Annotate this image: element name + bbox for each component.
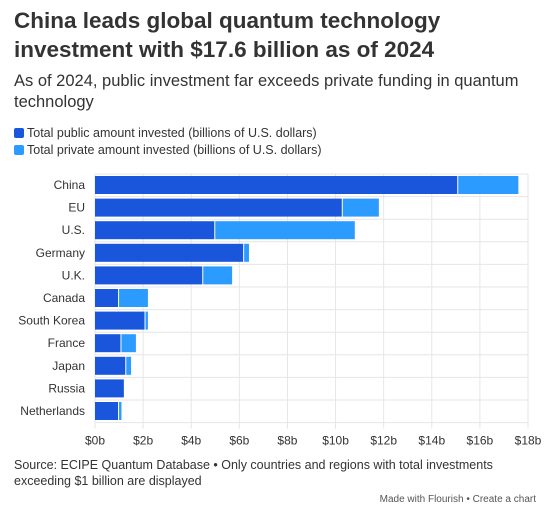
bar-private — [203, 266, 233, 285]
legend-swatch-private — [14, 144, 24, 155]
category-label: South Korea — [18, 314, 85, 328]
x-tick-label: $18b — [515, 434, 542, 448]
category-label: U.K. — [62, 268, 85, 282]
legend-swatch-public — [14, 127, 24, 138]
bar-public — [95, 266, 203, 285]
x-tick-label: $4b — [181, 434, 201, 448]
bar-public — [95, 289, 119, 307]
bar-public — [95, 356, 126, 375]
bar-public — [95, 176, 458, 194]
flourish-credit: Made with Flourish • Create a chart — [380, 494, 536, 505]
legend-item-private: Total private amount invested (billions … — [14, 141, 322, 158]
x-tick-label: $12b — [370, 434, 397, 448]
x-tick-label: $2b — [133, 434, 153, 448]
legend-label-private: Total private amount invested (billions … — [27, 142, 322, 157]
x-tick-label: $16b — [467, 434, 494, 448]
category-label: China — [54, 178, 86, 192]
bar-public — [95, 221, 215, 240]
x-tick-label: $10b — [322, 434, 349, 448]
bar-private — [119, 402, 122, 420]
create-chart-link[interactable]: Create a chart — [472, 494, 536, 505]
legend-label-public: Total public amount invested (billions o… — [27, 125, 317, 140]
bar-private — [145, 311, 148, 330]
category-label: U.S. — [62, 223, 85, 237]
credit-separator: • — [466, 494, 470, 505]
bar-public — [95, 243, 244, 262]
category-label: Japan — [52, 359, 85, 373]
bar-private — [119, 289, 148, 307]
category-label: EU — [68, 201, 85, 215]
made-with-flourish-link[interactable]: Made with Flourish — [379, 494, 464, 505]
bar-private — [244, 243, 249, 262]
bar-public — [95, 311, 145, 330]
legend-item-public: Total public amount invested (billions o… — [14, 124, 322, 141]
chart-legend: Total public amount invested (billions o… — [14, 124, 322, 158]
x-tick-label: $8b — [277, 434, 297, 448]
bar-public — [95, 379, 124, 398]
bar-public — [95, 198, 342, 217]
stacked-bar-chart: $0b $2b $4b $6b $8b $10b $12b $14b $16b $18b China… — [18, 173, 542, 448]
category-label: Russia — [48, 381, 85, 395]
x-tick-label: $6b — [229, 434, 249, 448]
source-note: Source: ECIPE Quantum Database • Only co… — [14, 458, 493, 488]
category-label: France — [48, 336, 86, 350]
category-label: Germany — [36, 246, 85, 260]
x-tick-label: $14b — [418, 434, 445, 448]
bar-private — [121, 334, 136, 353]
bar-private — [215, 221, 355, 240]
category-label: Netherlands — [20, 404, 85, 418]
bar-private — [342, 198, 379, 217]
chart-subtitle: As of 2024, public investment far exceed… — [14, 72, 519, 111]
bar-private — [458, 176, 519, 194]
bar-public — [95, 402, 119, 420]
chart-title: China leads global quantum technology in… — [14, 8, 441, 62]
bar-public — [95, 334, 121, 353]
x-tick-label: $0b — [85, 434, 105, 448]
category-label: Canada — [43, 291, 85, 305]
bar-private — [126, 356, 132, 375]
